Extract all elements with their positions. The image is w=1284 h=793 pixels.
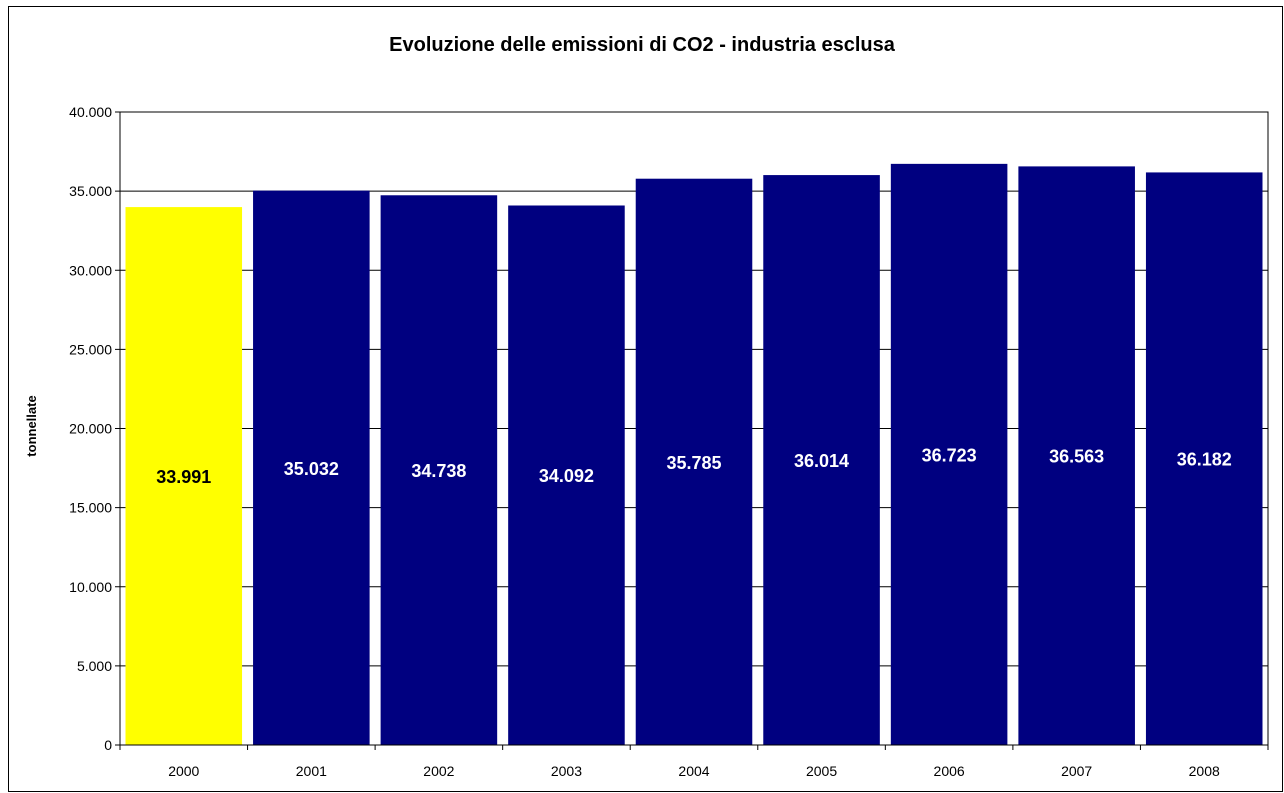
x-tick-label: 2002 <box>423 763 454 779</box>
y-tick-label: 0 <box>104 737 112 753</box>
data-label-2000: 33.991 <box>156 467 211 487</box>
bar-2003[interactable] <box>508 205 625 746</box>
data-label-2008: 36.182 <box>1177 450 1232 470</box>
y-axis-title: tonnellate <box>24 395 39 456</box>
x-tick-label: 2008 <box>1189 763 1220 779</box>
bar-2006[interactable] <box>890 163 1008 745</box>
x-tick-label: 2003 <box>551 763 582 779</box>
bar-2008[interactable] <box>1145 172 1263 745</box>
y-tick-label: 20.000 <box>69 421 112 437</box>
bar-2007[interactable] <box>1018 166 1135 746</box>
bar-2000[interactable] <box>125 207 243 746</box>
data-label-2005: 36.014 <box>794 451 849 471</box>
y-tick-label: 25.000 <box>69 341 112 357</box>
x-tick-label: 2000 <box>168 763 199 779</box>
data-label-2002: 34.738 <box>411 461 466 481</box>
data-label-2001: 35.032 <box>284 459 339 479</box>
bar-2005[interactable] <box>763 175 880 746</box>
y-tick-label: 5.000 <box>77 658 112 674</box>
data-label-2004: 35.785 <box>666 453 721 473</box>
x-tick-label: 2005 <box>806 763 837 779</box>
data-label-2003: 34.092 <box>539 466 594 486</box>
data-label-2006: 36.723 <box>922 445 977 465</box>
chart-title: Evoluzione delle emissioni di CO2 - indu… <box>389 34 895 56</box>
x-tick-label: 2004 <box>678 763 709 779</box>
y-tick-label: 15.000 <box>69 500 112 516</box>
bar-2001[interactable] <box>253 190 370 746</box>
bar-2004[interactable] <box>635 178 753 745</box>
x-tick-label: 2007 <box>1061 763 1092 779</box>
y-tick-label: 30.000 <box>69 262 112 278</box>
y-tick-label: 10.000 <box>69 579 112 595</box>
y-tick-label: 35.000 <box>69 183 112 199</box>
data-label-2007: 36.563 <box>1049 447 1104 467</box>
x-tick-label: 2001 <box>296 763 327 779</box>
x-tick-label: 2006 <box>934 763 965 779</box>
bar-2002[interactable] <box>380 195 498 746</box>
y-tick-label: 40.000 <box>69 104 112 120</box>
